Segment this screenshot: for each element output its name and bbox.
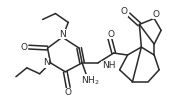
- Text: O: O: [65, 88, 72, 97]
- Text: O: O: [107, 30, 114, 39]
- Text: O: O: [20, 43, 27, 52]
- Text: O: O: [153, 10, 160, 19]
- Text: N: N: [59, 30, 66, 39]
- Text: N: N: [43, 58, 50, 67]
- Text: O: O: [120, 7, 127, 16]
- Text: NH: NH: [102, 61, 115, 70]
- Text: NH$_2$: NH$_2$: [81, 74, 99, 87]
